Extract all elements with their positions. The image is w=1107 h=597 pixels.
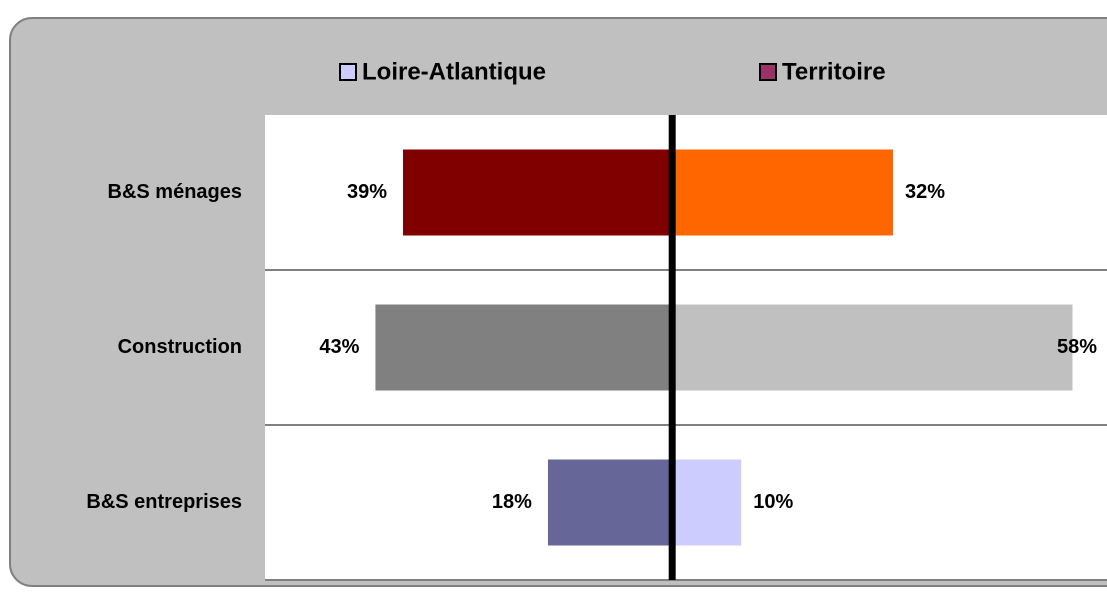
legend-swatch — [339, 63, 357, 81]
bar — [375, 304, 673, 391]
bar — [672, 304, 1073, 391]
legend-label: Territoire — [782, 58, 886, 85]
bar — [672, 459, 742, 546]
value-label: 10% — [753, 491, 793, 513]
category-label: Construction — [118, 336, 242, 358]
value-label: 18% — [492, 491, 532, 513]
legend-label: Loire-Atlantique — [362, 58, 546, 85]
bar — [403, 149, 673, 236]
bar — [547, 459, 673, 546]
bar — [672, 149, 894, 236]
value-label: 43% — [319, 336, 359, 358]
category-label: B&S entreprises — [86, 491, 242, 513]
legend-swatch — [759, 63, 777, 81]
value-label: 39% — [347, 181, 387, 203]
value-label: 58% — [1057, 336, 1097, 358]
category-label: B&S ménages — [108, 181, 243, 203]
value-label: 32% — [905, 181, 945, 203]
